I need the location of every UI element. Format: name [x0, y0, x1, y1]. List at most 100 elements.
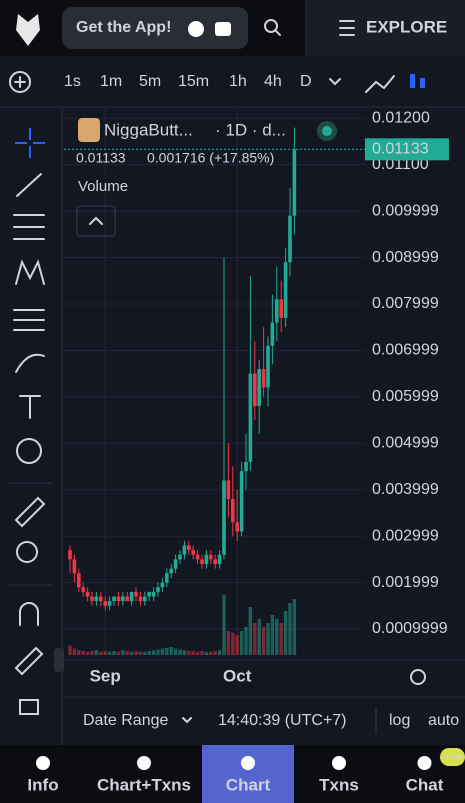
candle-body — [231, 498, 235, 523]
tab-icon — [332, 756, 346, 770]
tab-label[interactable]: Chart — [226, 775, 271, 794]
legend-close: 0.01133 — [76, 150, 126, 166]
y-tick-label: 0.003999 — [372, 481, 439, 498]
volume-bar — [213, 651, 217, 655]
lock-tool[interactable] — [19, 699, 39, 715]
y-tick-label: 0.005999 — [372, 388, 439, 405]
tab-label[interactable]: Chart+Txns — [97, 775, 191, 794]
volume-bar — [81, 651, 85, 655]
interval-group: 1s 1m 5m 15m 1h 4h D — [64, 73, 312, 90]
candle-body — [77, 573, 81, 588]
candle-body — [200, 559, 204, 564]
emoji-tool[interactable] — [16, 438, 42, 464]
tab-label[interactable]: Chat — [406, 775, 444, 794]
volume-bar — [209, 651, 213, 655]
fib-tool[interactable] — [13, 214, 45, 240]
lock-draw-tool[interactable] — [14, 646, 44, 676]
candle-body — [138, 596, 143, 602]
x-tick-label: Sep — [90, 666, 121, 685]
tab-label[interactable]: Info — [27, 775, 58, 794]
logo[interactable] — [16, 14, 40, 46]
interval[interactable]: 1m — [100, 73, 122, 90]
candle-body — [266, 345, 270, 388]
volume-bar — [165, 647, 169, 655]
candle-body — [99, 596, 103, 602]
candle-body — [275, 299, 279, 323]
interval[interactable]: 5m — [139, 73, 161, 90]
y-tick-label: 0.01200 — [372, 109, 430, 126]
chart-interval: · 1D · d... — [215, 120, 286, 139]
tab-label[interactable]: Txns — [319, 775, 359, 794]
volume-bar — [112, 651, 116, 655]
volume-bar — [195, 651, 200, 655]
get-app-button[interactable] — [62, 7, 248, 49]
collapse-icon — [89, 216, 103, 225]
get-app-text: Get the App! — [76, 19, 171, 36]
candle-icon[interactable] — [410, 74, 415, 88]
auto-toggle[interactable]: auto — [428, 712, 459, 729]
panel-handle[interactable] — [54, 648, 64, 672]
settings-icon[interactable] — [410, 669, 426, 685]
y-tick-label: 0.002999 — [372, 527, 439, 544]
trendline-tool[interactable] — [16, 173, 42, 197]
volume-bar — [204, 651, 209, 655]
volume-bar — [156, 649, 160, 655]
volume-bar — [248, 607, 253, 655]
y-tick-label: 0.0009999 — [372, 620, 448, 637]
interval-dropdown[interactable] — [329, 78, 341, 86]
pattern-tool[interactable] — [15, 259, 45, 285]
line-chart-icon[interactable] — [365, 75, 395, 93]
candle-body — [160, 582, 165, 588]
volume-bar — [138, 651, 143, 655]
volume-bar — [134, 651, 138, 655]
legend-change: 0.001716 (+17.85%) — [147, 150, 274, 166]
brush-tool[interactable] — [15, 353, 45, 373]
ruler-tool[interactable] — [14, 496, 46, 528]
date-range[interactable]: Date Range — [83, 712, 168, 729]
candle-body — [151, 591, 156, 597]
volume-bar — [244, 627, 248, 655]
volume-bar — [231, 632, 235, 655]
interval[interactable]: D — [300, 73, 312, 90]
candle-body — [107, 601, 112, 606]
search-icon[interactable] — [264, 19, 278, 33]
interval[interactable]: 1s — [64, 73, 81, 90]
candle-body — [81, 587, 85, 592]
y-tick-label: 0.007999 — [372, 295, 439, 312]
crosshair-tool[interactable] — [15, 128, 45, 158]
x-tick-label: Oct — [223, 666, 252, 685]
volume-bar — [182, 650, 187, 655]
volume-bar — [257, 619, 261, 655]
explore-button[interactable] — [305, 0, 465, 56]
chart: 0.012000.011000.0099990.0089990.0079990.… — [64, 108, 449, 685]
volume-bar — [222, 595, 226, 655]
candle-body — [156, 587, 160, 592]
interval[interactable]: 4h — [264, 73, 282, 90]
interval[interactable]: 15m — [178, 73, 209, 90]
zoom-tool[interactable] — [16, 541, 38, 563]
active-tab[interactable] — [202, 745, 294, 803]
text-tool[interactable] — [19, 395, 41, 419]
y-tick-label: 0.001999 — [372, 574, 439, 591]
log-toggle[interactable]: log — [389, 712, 410, 729]
volume-bar — [85, 651, 90, 655]
candle-body — [235, 522, 239, 532]
candle-body — [94, 596, 99, 602]
collapse-button[interactable] — [76, 205, 116, 237]
candle-body — [261, 368, 266, 388]
android-icon — [215, 22, 231, 36]
add-icon[interactable] — [9, 71, 31, 93]
candle-body — [103, 601, 107, 606]
candle-body — [191, 550, 195, 555]
volume-bar — [253, 623, 257, 655]
volume-bar — [151, 650, 156, 655]
volume-bar — [107, 651, 112, 655]
projection-tool[interactable] — [13, 309, 45, 331]
new-badge-text: new — [443, 752, 462, 763]
magnet-tool[interactable] — [19, 602, 39, 626]
candle-body — [257, 368, 261, 407]
interval[interactable]: 1h — [229, 73, 247, 90]
apple-icon — [188, 21, 204, 37]
candle-body — [112, 596, 116, 602]
